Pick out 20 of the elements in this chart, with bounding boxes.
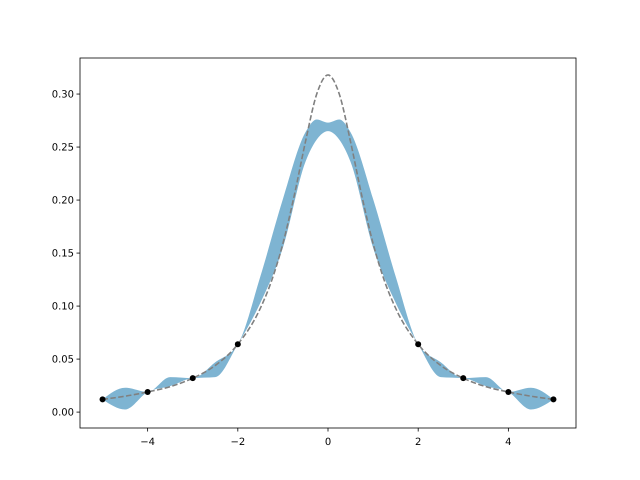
point xyxy=(460,375,466,382)
x-tick-label: 2 xyxy=(414,437,422,448)
point xyxy=(190,375,196,382)
y-tick-label: 0.20 xyxy=(52,196,74,207)
point xyxy=(415,341,422,348)
y-tick-label: 0.25 xyxy=(52,142,74,154)
x-tick-label: 4 xyxy=(505,437,512,448)
point xyxy=(234,341,241,348)
x-tick-label: −2 xyxy=(230,437,246,448)
point xyxy=(550,396,556,402)
y-tick-label: 0.10 xyxy=(52,302,74,313)
x-tick-label: 0 xyxy=(324,437,332,448)
y-tick-label: 0.00 xyxy=(52,408,74,419)
point xyxy=(505,388,512,395)
point xyxy=(144,388,151,395)
point xyxy=(100,396,106,402)
y-tick-label: 0.30 xyxy=(52,90,74,101)
x-tick-label: −4 xyxy=(140,437,156,448)
y-tick-label: 0.05 xyxy=(52,354,74,366)
y-tick-label: 0.15 xyxy=(52,248,74,260)
